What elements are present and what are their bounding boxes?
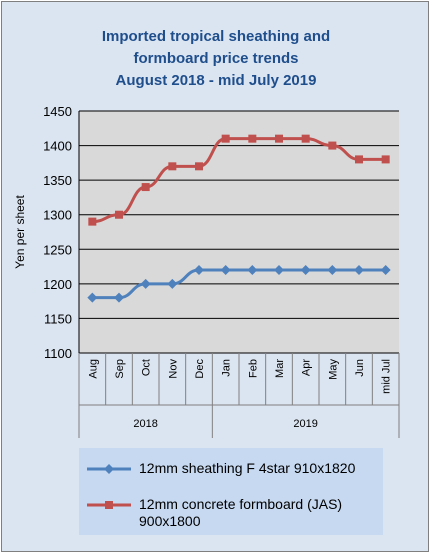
legend-label-formboard: 12mm concrete formboard (JAS) 900x1800 [139,496,343,529]
chart-title-line-1: Imported tropical sheathing and [101,28,331,45]
x-tick-label: Jun [354,359,366,377]
x-tick-label: mid Jul [381,359,393,394]
y-tick-label: 1200 [43,277,72,292]
chart-title-line-3: August 2018 - mid July 2019 [115,72,317,89]
y-tick-labels: 1100 1150 1200 1250 1300 1350 1400 1450 [43,104,72,361]
data-point [115,210,123,219]
data-point [327,265,338,276]
data-point [247,265,258,276]
data-point [194,265,204,276]
chart-title: Imported tropical sheathing and formboar… [2,26,430,92]
y-tick-label: 1250 [43,242,72,257]
y-axis-label: Yen per sheet [13,195,27,269]
data-point [301,134,310,143]
data-point [220,265,231,276]
data-point [381,155,390,164]
data-point [195,162,203,171]
data-point [168,162,177,171]
data-point [114,292,124,303]
y-tick-label: 1150 [44,311,72,326]
x-tick-label: Nov [167,359,179,379]
x-tick-label: Aug [87,359,99,379]
data-point [248,134,257,143]
data-point [354,265,364,276]
data-point [87,292,98,303]
plot-area [79,111,399,353]
data-point [141,183,150,192]
data-point [274,265,284,276]
legend-label-sheathing: 12mm sheathing F 4star 910x1820 [139,460,356,476]
x-tick-label: Jan [221,359,233,377]
y-tick-label: 1400 [43,139,72,154]
y-tick-label: 1300 [43,208,72,223]
y-tick-label: 1100 [44,346,72,361]
x-tick-label: Dec [194,359,206,379]
x-tick-label: Apr [301,359,313,376]
x-tick-label: Sep [114,359,126,379]
data-point [380,265,391,276]
year-group-label: 2019 [293,418,317,430]
data-point [275,134,283,143]
legend-marker-formboard [87,501,131,509]
series-lines [87,134,391,303]
x-tick-label: Mar [274,359,286,378]
data-point [355,155,363,164]
x-tick-label: Oct [141,359,153,376]
x-tick-labels: Aug Sep Oct Nov Dec Jan Feb Mar Apr May Jun mid Jul [87,359,392,394]
axes [78,111,400,438]
x-tick-label: Feb [247,359,259,378]
y-tick-label: 1350 [43,173,72,188]
y-tick-label: 1450 [43,104,72,119]
data-point [167,278,178,289]
legend: 12mm sheathing F 4star 910x1820 12mm con… [79,448,383,535]
chart-title-line-2: formboard price trends [133,50,299,67]
legend-marker-sheathing [87,464,131,474]
data-point [328,141,337,150]
data-point [88,217,97,226]
data-point [221,134,230,143]
data-point [140,278,151,289]
year-group-labels: 2018 2019 [133,418,317,430]
data-point [300,265,311,276]
year-group-label: 2018 [133,418,157,430]
x-tick-label: May [327,359,339,380]
